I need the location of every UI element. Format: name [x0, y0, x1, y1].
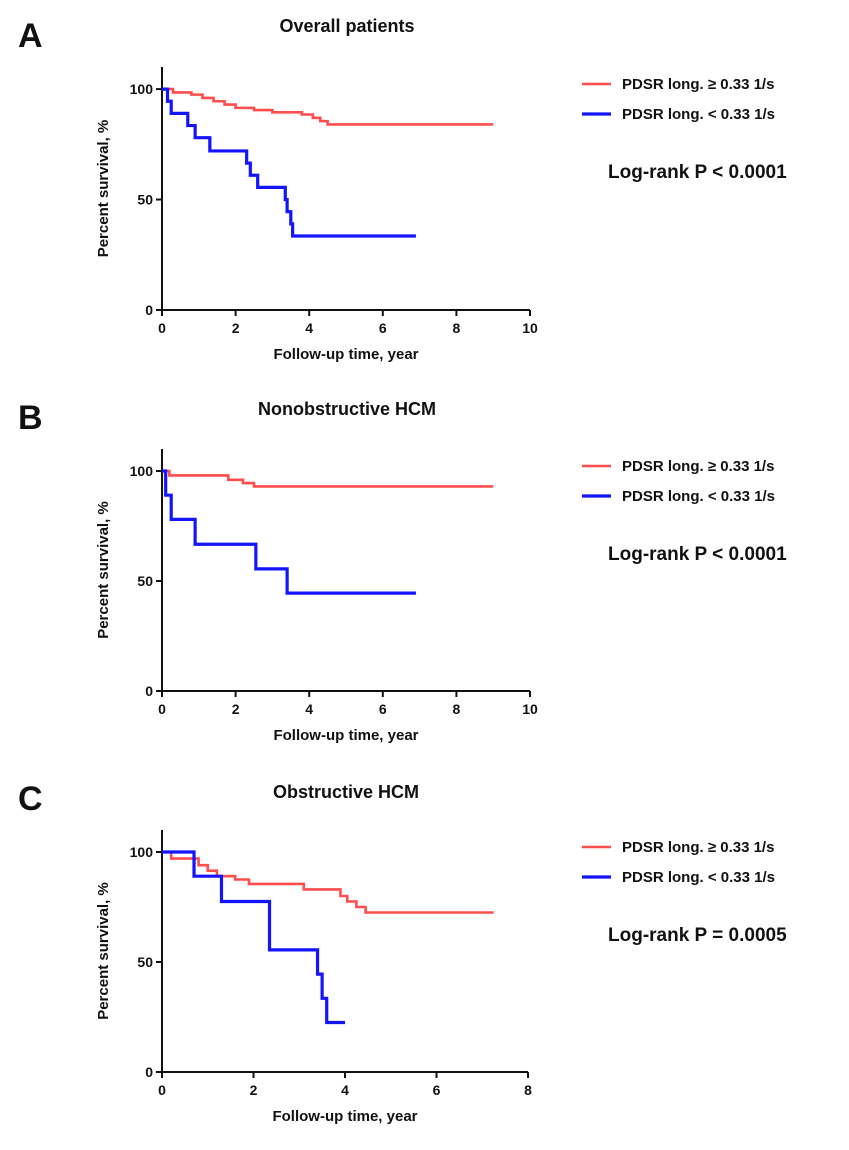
- panel-letter: C: [18, 780, 43, 818]
- y-tick-label: 0: [145, 302, 153, 318]
- legend-label: PDSR long. ≥ 0.33 1/s: [622, 458, 774, 475]
- legend-label: PDSR long. < 0.33 1/s: [622, 869, 775, 886]
- x-tick-label: 10: [522, 320, 538, 336]
- chart-title: Obstructive HCM: [273, 782, 419, 802]
- x-axis-title: Follow-up time, year: [272, 1108, 417, 1125]
- legend-label: PDSR long. ≥ 0.33 1/s: [622, 839, 774, 856]
- x-tick-label: 6: [379, 701, 387, 717]
- y-tick-label: 100: [130, 81, 154, 97]
- x-tick-label: 10: [522, 701, 538, 717]
- x-tick-label: 4: [305, 701, 313, 717]
- x-tick-label: 2: [250, 1082, 258, 1098]
- survival-curve-high-pdsr: [162, 469, 494, 488]
- x-tick-label: 8: [524, 1082, 532, 1098]
- x-tick-label: 2: [232, 320, 240, 336]
- y-tick-label: 0: [145, 1064, 153, 1080]
- x-tick-label: 4: [305, 320, 313, 336]
- panel-letter: B: [18, 399, 43, 437]
- legend-label: PDSR long. < 0.33 1/s: [622, 106, 775, 123]
- log-rank-annotation: Log-rank P = 0.0005: [608, 925, 787, 946]
- survival-curve-low-pdsr: [162, 87, 416, 238]
- y-tick-label: 50: [137, 192, 153, 208]
- y-axis-title: Percent survival, %: [95, 501, 112, 639]
- legend-label: PDSR long. ≥ 0.33 1/s: [622, 76, 774, 93]
- survival-curve-high-pdsr: [162, 850, 494, 914]
- x-tick-label: 6: [433, 1082, 441, 1098]
- x-tick-label: 2: [232, 701, 240, 717]
- y-tick-label: 0: [145, 683, 153, 699]
- panel-letter: A: [18, 17, 43, 55]
- y-tick-label: 100: [130, 463, 154, 479]
- survival-curve-low-pdsr: [162, 469, 416, 595]
- panel-c: C Obstructive HCM 0 2 4 6 8 0 50 100 Follow-up tim…: [18, 780, 787, 1125]
- x-axis-title: Follow-up time, year: [273, 727, 418, 744]
- y-axis-title: Percent survival, %: [95, 882, 112, 1020]
- chart-title: Nonobstructive HCM: [258, 399, 436, 419]
- x-tick-label: 0: [158, 1082, 166, 1098]
- x-tick-label: 0: [158, 701, 166, 717]
- y-tick-label: 50: [137, 573, 153, 589]
- log-rank-annotation: Log-rank P < 0.0001: [608, 544, 787, 565]
- y-tick-label: 50: [137, 954, 153, 970]
- survival-curve-low-pdsr: [162, 850, 345, 1025]
- log-rank-annotation: Log-rank P < 0.0001: [608, 162, 787, 183]
- x-tick-label: 8: [453, 320, 461, 336]
- x-tick-label: 8: [453, 701, 461, 717]
- x-tick-label: 4: [341, 1082, 349, 1098]
- survival-curve-high-pdsr: [162, 87, 494, 126]
- y-axis-title: Percent survival, %: [95, 120, 112, 258]
- x-tick-label: 6: [379, 320, 387, 336]
- y-tick-label: 100: [130, 844, 154, 860]
- x-axis-title: Follow-up time, year: [273, 346, 418, 363]
- chart-title: Overall patients: [279, 16, 414, 36]
- legend-label: PDSR long. < 0.33 1/s: [622, 488, 775, 505]
- x-tick-label: 0: [158, 320, 166, 336]
